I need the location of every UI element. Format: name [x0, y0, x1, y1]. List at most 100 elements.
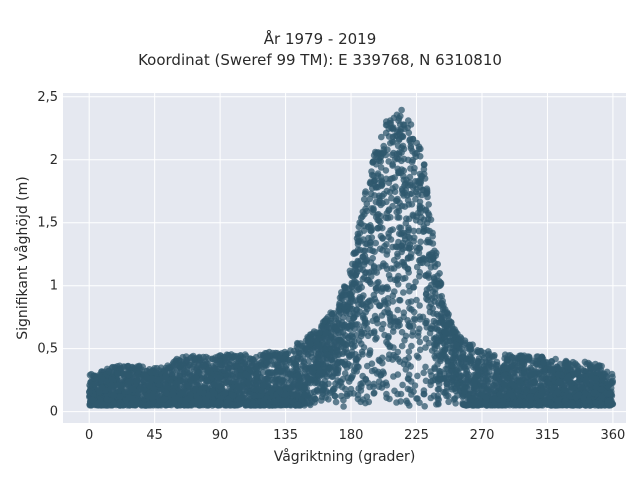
- data-point: [358, 383, 365, 390]
- data-point: [354, 283, 361, 291]
- data-point: [183, 356, 191, 364]
- data-point: [321, 317, 328, 325]
- data-point: [398, 106, 405, 114]
- data-point: [315, 360, 322, 368]
- data-point: [356, 295, 363, 303]
- data-point: [193, 374, 200, 382]
- data-point: [328, 328, 335, 336]
- data-point: [413, 352, 421, 360]
- data-point: [435, 326, 442, 334]
- data-point: [363, 276, 371, 284]
- data-point: [592, 384, 600, 392]
- data-point: [459, 383, 466, 391]
- data-point: [257, 374, 265, 381]
- data-point: [365, 269, 373, 276]
- data-point: [422, 377, 430, 385]
- data-point: [340, 396, 347, 404]
- data-point: [391, 387, 398, 395]
- data-point: [426, 329, 434, 337]
- data-point: [311, 395, 319, 403]
- data-point: [322, 394, 329, 401]
- data-point: [577, 384, 584, 391]
- data-point: [420, 255, 427, 263]
- data-point: [432, 334, 440, 341]
- data-point: [395, 151, 403, 158]
- data-point: [253, 365, 260, 372]
- data-point: [297, 350, 304, 358]
- data-point: [379, 235, 386, 242]
- data-point: [376, 302, 384, 310]
- data-point: [423, 324, 431, 331]
- data-point: [437, 376, 445, 383]
- data-point: [420, 161, 428, 169]
- data-point: [116, 393, 123, 400]
- data-point: [531, 378, 538, 385]
- data-point: [403, 176, 410, 184]
- data-point: [414, 332, 422, 340]
- data-point: [425, 201, 433, 208]
- data-point: [375, 378, 383, 385]
- data-point: [200, 384, 208, 391]
- data-point: [459, 393, 466, 401]
- data-point: [380, 320, 387, 328]
- data-point: [445, 392, 452, 400]
- data-point: [396, 296, 403, 304]
- data-point: [449, 334, 457, 341]
- data-point: [569, 400, 576, 408]
- data-point: [434, 260, 442, 268]
- data-point: [222, 358, 229, 365]
- data-point: [450, 328, 457, 335]
- data-point: [349, 297, 357, 305]
- data-point: [394, 142, 402, 150]
- data-point: [399, 275, 407, 283]
- data-point: [541, 398, 549, 405]
- data-point: [496, 384, 503, 391]
- data-point: [500, 397, 507, 405]
- data-point: [282, 398, 290, 406]
- data-point: [423, 189, 431, 196]
- data-point: [306, 400, 314, 407]
- data-point: [371, 295, 379, 303]
- data-point: [406, 241, 414, 248]
- data-point: [290, 347, 298, 355]
- data-point: [422, 335, 430, 343]
- data-point: [443, 380, 451, 388]
- data-point: [344, 334, 352, 341]
- data-point: [395, 207, 403, 215]
- data-point: [196, 380, 203, 388]
- data-points: [86, 106, 617, 410]
- data-point: [389, 175, 396, 182]
- data-point: [264, 354, 271, 362]
- data-point: [375, 278, 382, 286]
- data-point: [359, 208, 367, 216]
- data-point: [98, 384, 106, 391]
- data-point: [345, 378, 353, 385]
- data-point: [389, 226, 397, 233]
- data-point: [416, 325, 423, 333]
- data-point: [358, 220, 365, 227]
- data-point: [368, 367, 376, 375]
- data-point: [443, 309, 451, 316]
- data-point: [382, 167, 390, 174]
- data-point: [398, 342, 406, 350]
- data-point: [447, 367, 455, 375]
- data-point: [514, 362, 522, 370]
- data-point: [389, 161, 397, 168]
- data-point: [581, 358, 589, 366]
- data-point: [354, 246, 362, 254]
- data-point: [394, 306, 402, 314]
- data-point: [451, 395, 459, 402]
- data-point: [397, 398, 405, 405]
- data-point: [597, 386, 605, 393]
- data-point: [414, 372, 421, 380]
- data-point: [352, 262, 360, 270]
- data-point: [114, 370, 121, 378]
- data-point: [364, 325, 371, 333]
- data-point: [422, 363, 429, 371]
- data-point: [136, 385, 143, 393]
- data-point: [345, 302, 352, 309]
- data-point: [567, 380, 575, 388]
- chart-title: År 1979 - 2019: [263, 30, 377, 48]
- data-point: [402, 366, 410, 373]
- data-point: [395, 318, 402, 326]
